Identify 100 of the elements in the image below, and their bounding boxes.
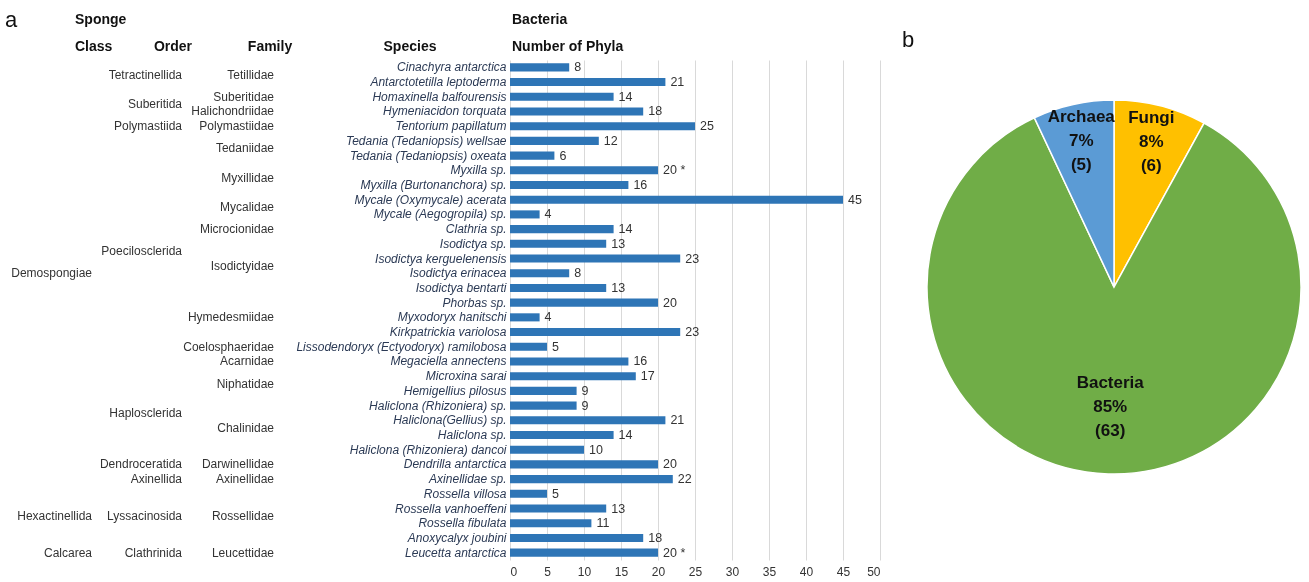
slice-label: Bacteria [1076, 372, 1145, 392]
y-tick-label: Phorbas sp. [442, 295, 507, 310]
data-label: 13 [611, 280, 626, 295]
bar [510, 254, 681, 263]
data-label: 10 [589, 442, 603, 457]
bar [510, 489, 547, 498]
y-tick-label: Myxilla sp. [450, 163, 507, 178]
bar [510, 180, 629, 190]
data-label: 21 [670, 413, 685, 428]
data-label: 20 * [663, 163, 686, 178]
bar [510, 122, 695, 131]
data-label: 11 [596, 516, 610, 531]
y-tick-label: Tentorium papillatum [395, 119, 507, 134]
data-label: 13 [611, 501, 626, 516]
x-tick-label: 20 [651, 564, 666, 579]
text: b [902, 27, 915, 52]
data-label: 4 [544, 207, 552, 222]
data-label: 16 [633, 178, 648, 192]
x-tick-label: 30 [725, 564, 740, 579]
bar [510, 342, 547, 351]
text: Axinellida [130, 472, 183, 487]
y-tick-label: Hemigellius pilosus [403, 383, 507, 398]
bar [510, 63, 570, 72]
y-tick-label: Rossella villosa [423, 486, 507, 501]
x-tick-label: 10 [577, 564, 592, 579]
slice-label: Fungi [1128, 107, 1175, 127]
text: Microcionidae [199, 222, 275, 237]
data-label: 18 [648, 530, 663, 545]
bar [510, 548, 658, 557]
text: Leucettidae [211, 545, 275, 560]
bar [510, 166, 658, 175]
y-tick-label: Rossella vanhoeffeni [395, 501, 507, 516]
text: Suberitida [127, 97, 183, 112]
data-label: 8 [574, 266, 582, 281]
bar [510, 313, 540, 322]
bar [510, 269, 570, 278]
text: Family [247, 38, 293, 54]
bar [510, 533, 644, 542]
chart-subtitle: Number of Phyla [512, 38, 624, 54]
y-tick-label: Haliclona(Gellius) sp. [393, 413, 507, 428]
data-label: 9 [581, 383, 589, 398]
y-tick-label: Axinellidae sp. [428, 472, 507, 487]
y-tick-label: Lissodendoryx (Ectyodoryx) ramilobosa [296, 339, 507, 354]
data-label: 25 [700, 119, 714, 134]
bar [510, 504, 607, 513]
text: Axinellidae [215, 472, 275, 487]
y-tick-label: Isodictya bentarti [415, 280, 507, 295]
text: Hymedesmiidae [187, 310, 275, 325]
bar [510, 283, 607, 292]
x-tick-label: 0 [510, 564, 518, 579]
data-label: 8 [574, 60, 582, 75]
y-tick-label: Myxodoryx hanitschi [397, 310, 507, 325]
text: Tetillidae [227, 67, 275, 82]
bar [510, 386, 577, 395]
x-tick-label: 45 [836, 564, 851, 579]
bar [510, 151, 555, 160]
text: Hexactinellida [17, 508, 93, 523]
data-label: 13 [611, 236, 626, 251]
text: Sponge [75, 11, 127, 27]
y-tick-label: Anoxycalyx joubini [406, 530, 507, 545]
bar [510, 107, 644, 116]
bar [510, 430, 614, 440]
bar [510, 416, 666, 425]
y-tick-label: Dendrilla antarctica [403, 457, 507, 472]
text: Polymastiida [113, 119, 183, 134]
text: Clathrinida [124, 545, 183, 560]
data-label: 45 [848, 192, 862, 207]
text: a [5, 7, 18, 32]
y-tick-label: Megaciella annectens [390, 354, 507, 369]
bar [510, 460, 658, 469]
data-label: 4 [544, 310, 552, 325]
data-label: 18 [648, 104, 663, 119]
x-tick-label: 40 [799, 564, 814, 579]
data-label: 14 [618, 222, 633, 237]
text: Haplosclerida [109, 405, 183, 420]
text: Acarnidae [219, 354, 275, 369]
y-tick-label: Microxina sarai [425, 369, 507, 384]
text: Chalinidae [217, 420, 275, 435]
y-tick-label: Leucetta antarctica [405, 545, 507, 560]
y-tick-label: Isodictya sp. [439, 236, 507, 251]
y-tick-label: Haliclona (Rhizoniera) dancoi [349, 442, 507, 457]
y-tick-label: Tedania (Tedaniopsis) oxeata [349, 148, 507, 163]
data-label: 12 [603, 133, 618, 148]
bar [510, 210, 540, 219]
bar [510, 475, 673, 484]
bar [510, 328, 681, 337]
text: Tedaniidae [215, 141, 275, 156]
bar [510, 372, 636, 381]
y-tick-label: Homaxinella balfourensis [372, 89, 507, 104]
bar [510, 445, 584, 454]
y-tick-label: Hymeniacidon torquata [383, 104, 507, 119]
y-tick-label: Myxilla (Burtonanchora) sp. [360, 178, 507, 192]
text: Species [383, 38, 437, 54]
data-label: 22 [677, 472, 692, 487]
y-tick-label: Mycale (Oxymycale) acerata [354, 192, 507, 207]
y-tick-label: Cinachyra antarctica [397, 60, 507, 75]
bar [510, 225, 614, 234]
bar [510, 519, 592, 528]
text: Niphatidae [216, 376, 275, 391]
y-tick-label: Mycale (Aegogropila) sp. [373, 207, 507, 222]
